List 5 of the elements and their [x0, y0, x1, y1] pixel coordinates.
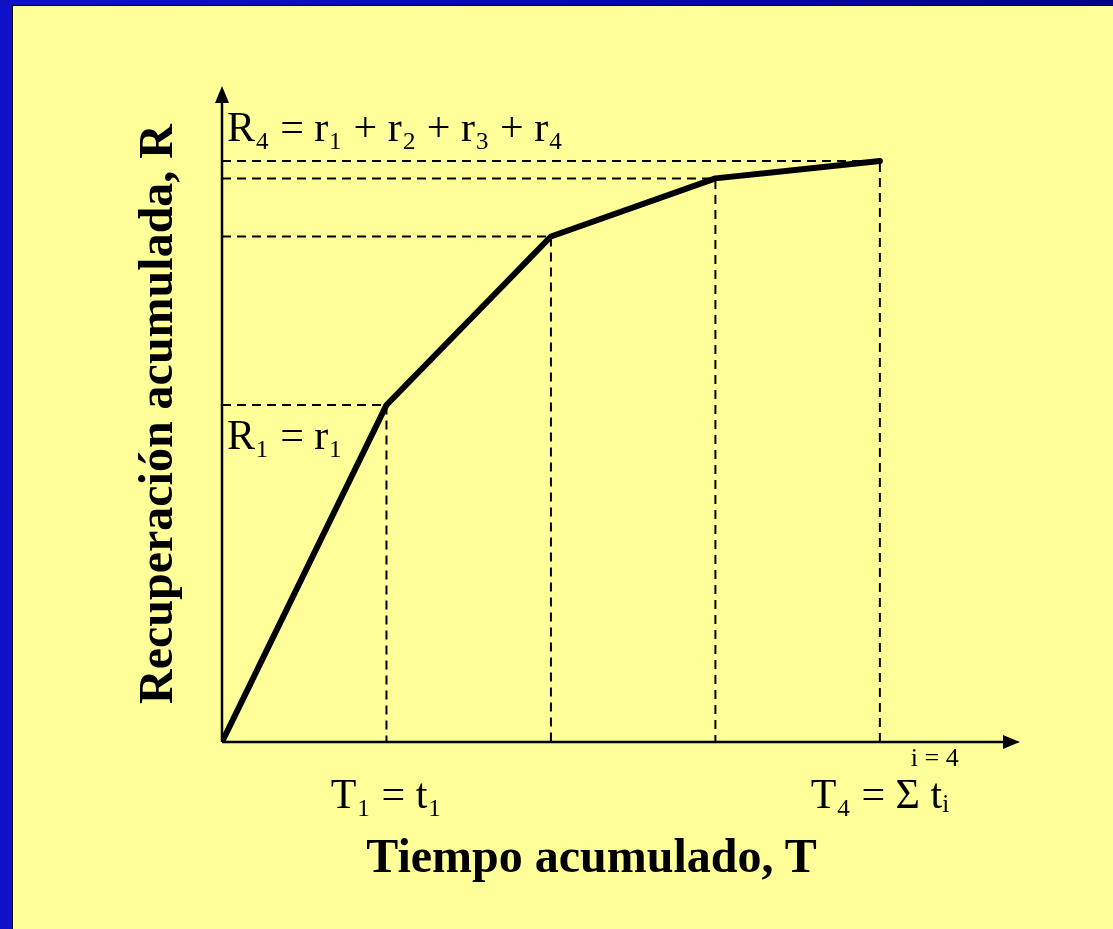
x-tick-label: T₁ = t₁ — [330, 771, 443, 817]
ref-line-label: R₄ = r₁ + r₂ + r₃ + r₄ — [227, 103, 563, 150]
y-axis-title: Recuperación acumulada, R — [129, 122, 182, 704]
ref-line-label: R₁ = r₁ — [227, 412, 343, 459]
x-axis-title: Tiempo acumulado, T — [366, 829, 817, 882]
